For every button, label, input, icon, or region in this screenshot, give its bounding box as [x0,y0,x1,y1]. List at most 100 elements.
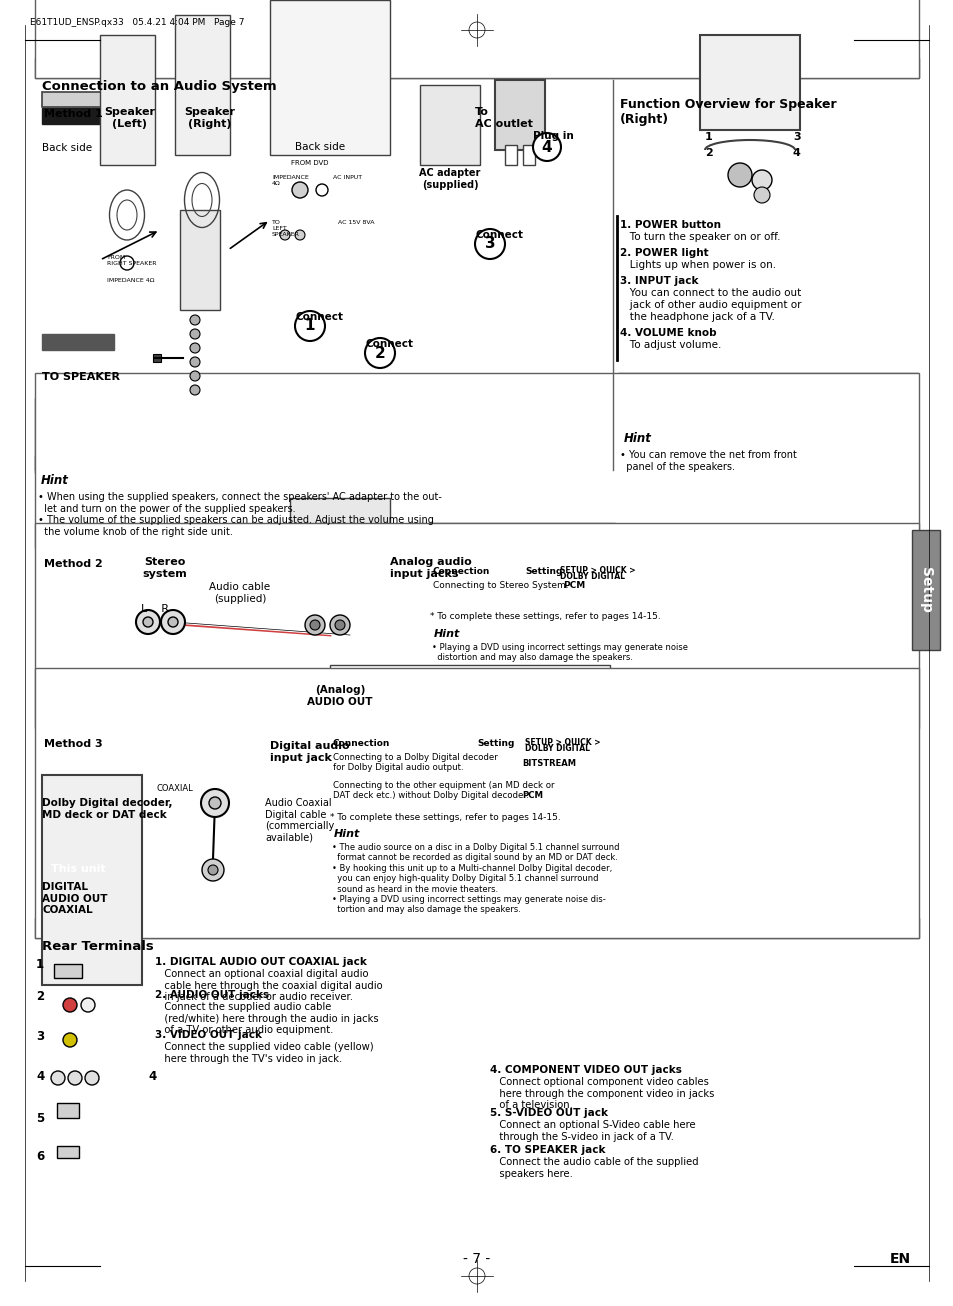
Text: FROM
RIGHT SPEAKER: FROM RIGHT SPEAKER [107,255,156,266]
Text: SETUP > QUICK >: SETUP > QUICK > [524,738,599,747]
Text: 1. DIGITAL AUDIO OUT COAXIAL jack: 1. DIGITAL AUDIO OUT COAXIAL jack [154,957,367,966]
Text: Connect: Connect [295,312,344,323]
Circle shape [305,615,325,635]
Text: To
AC outlet: To AC outlet [475,107,533,128]
Bar [522,145,535,165]
Circle shape [751,170,771,189]
Text: Audio Coaxial
Digital cable
(commercially
available): Audio Coaxial Digital cable (commerciall… [265,798,334,842]
Text: FROM DVD: FROM DVD [291,161,329,166]
Text: TO SPEAKER: TO SPEAKER [42,372,120,381]
Bar [100,35,154,165]
Bar [700,35,800,131]
Text: 4. VOLUME knob: 4. VOLUME knob [619,328,716,338]
Text: Dolby Digital decoder,
MD deck or DAT deck: Dolby Digital decoder, MD deck or DAT de… [42,798,172,820]
Bar [290,498,390,598]
Text: Connect the audio cable of the supplied
   speakers here.: Connect the audio cable of the supplied … [490,1157,698,1178]
Circle shape [201,789,229,818]
Bar [430,522,615,565]
Bar [35,374,918,549]
Text: Connect: Connect [476,230,523,240]
Text: Back side: Back side [42,142,92,153]
Text: 3. VIDEO OUT jack: 3. VIDEO OUT jack [154,1030,262,1040]
Circle shape [68,1071,82,1085]
Text: BITSTREAM: BITSTREAM [521,759,576,768]
Circle shape [294,311,325,341]
Circle shape [190,343,200,353]
Text: Setup: Setup [918,567,932,613]
Circle shape [335,620,345,629]
Text: AUDIO: AUDIO [55,576,100,589]
Bar [42,738,113,754]
Bar [430,593,615,626]
Text: 2. AUDIO OUT jacks: 2. AUDIO OUT jacks [154,990,269,1000]
Circle shape [143,616,152,627]
Bar [618,414,658,431]
Bar [330,750,609,778]
Text: Connecting to the other equipment (an MD deck or
DAT deck etc.) without Dolby Di: Connecting to the other equipment (an MD… [333,781,554,801]
Text: To adjust volume.: To adjust volume. [619,340,720,350]
Text: SETUP > QUICK >: SETUP > QUICK > [559,565,635,575]
Bar [911,530,939,650]
Text: TO
LEFT
SPEAKER: TO LEFT SPEAKER [272,219,299,236]
Text: 4: 4 [792,148,800,158]
Bar [35,57,918,78]
Text: 3: 3 [484,236,495,252]
Circle shape [161,610,185,633]
Text: COAXIAL: COAXIAL [156,784,193,793]
Circle shape [753,187,769,202]
Text: This unit: This unit [51,353,105,362]
Circle shape [202,859,224,882]
Circle shape [190,329,200,340]
Circle shape [81,998,95,1012]
Text: Hint: Hint [41,474,69,487]
Bar [430,614,464,628]
Text: 2: 2 [704,148,712,158]
Text: Method 2: Method 2 [44,559,103,569]
Text: AC 15V 8VA: AC 15V 8VA [337,219,375,225]
Text: PCM: PCM [521,791,542,801]
Text: Connect the supplied audio cable
   (red/white) here through the audio in jacks
: Connect the supplied audio cable (red/wh… [154,1002,378,1036]
Text: 3: 3 [792,132,800,142]
Circle shape [292,182,308,199]
Text: Speaker
(Right): Speaker (Right) [184,107,235,128]
Text: • You can remove the net from front
  panel of the speakers.: • You can remove the net from front pane… [619,451,796,471]
Text: Connection: Connection [433,567,490,576]
Text: AC INPUT: AC INPUT [333,175,362,180]
Circle shape [727,163,751,187]
Text: DOLBY DIGITAL: DOLBY DIGITAL [559,572,624,581]
Text: This unit: This unit [51,670,105,680]
Text: L    R: L R [141,603,169,614]
Text: 1. POWER button: 1. POWER button [619,219,720,230]
Circle shape [190,385,200,394]
Text: 2: 2 [375,346,385,360]
Text: Stereo
system: Stereo system [143,556,187,579]
Text: Connection to an Audio System: Connection to an Audio System [42,80,276,93]
Circle shape [280,230,290,240]
Text: jack of other audio equipment or: jack of other audio equipment or [619,300,801,310]
Bar [174,14,230,155]
Circle shape [168,616,178,627]
Bar [42,774,142,985]
Text: This unit: This unit [51,865,105,874]
Circle shape [315,184,328,196]
Bar [270,0,390,155]
Text: (Analog)
AUDIO OUT: (Analog) AUDIO OUT [307,686,373,707]
Text: Connecting to a Dolby Digital decoder
for Dolby Digital audio output.: Connecting to a Dolby Digital decoder fo… [333,754,497,772]
Text: 2: 2 [36,990,44,1003]
Text: Function Overview for Speaker
(Right): Function Overview for Speaker (Right) [619,98,836,125]
Bar [419,85,479,165]
Bar [430,551,615,565]
Text: Setting: Setting [524,567,561,576]
Text: * To complete these settings, refer to pages 14-15.: * To complete these settings, refer to p… [330,814,560,821]
Text: 3. INPUT jack: 3. INPUT jack [619,276,698,286]
Text: 5. S-VIDEO OUT jack: 5. S-VIDEO OUT jack [490,1107,607,1118]
Circle shape [294,230,305,240]
Text: DOLBY DIGITAL: DOLBY DIGITAL [524,744,589,754]
Text: 1: 1 [304,319,314,333]
Bar [35,398,601,470]
Text: Analog audio
input jacks: Analog audio input jacks [390,556,471,579]
Bar [42,542,113,556]
Text: Connect the supplied video cable (yellow)
   here through the TV's video in jack: Connect the supplied video cable (yellow… [154,1042,374,1063]
Circle shape [190,371,200,381]
Circle shape [310,620,319,629]
